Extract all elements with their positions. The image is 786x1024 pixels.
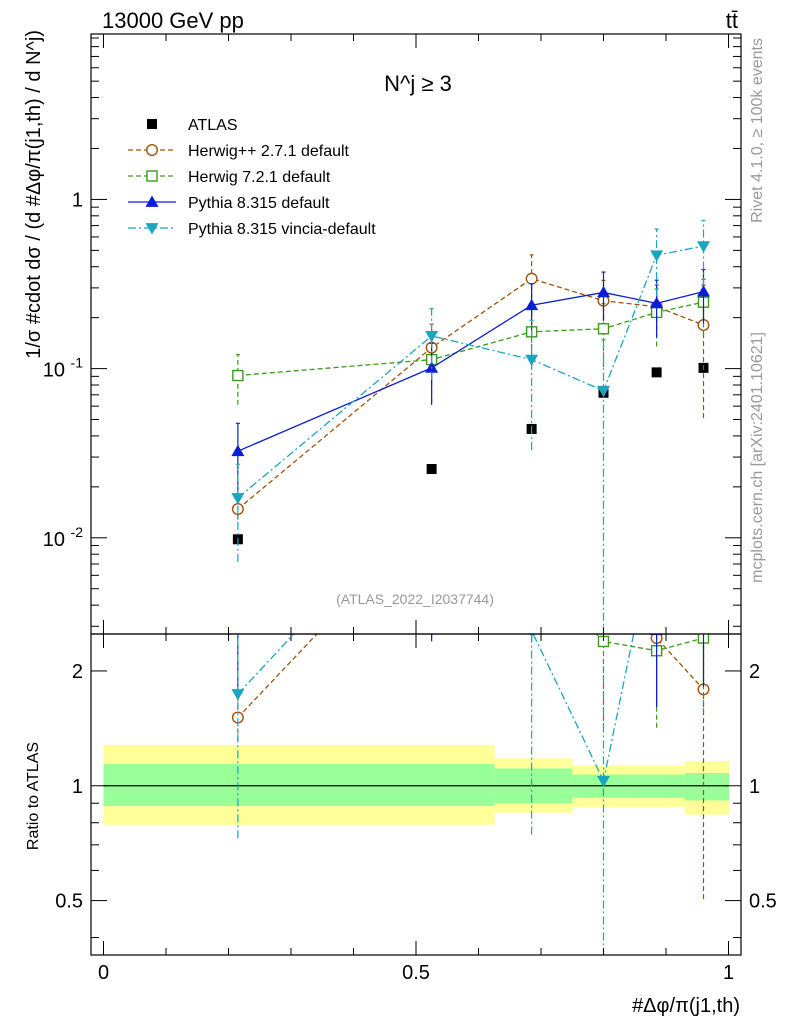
analysis-label: (ATLAS_2022_I2037744) <box>336 591 494 607</box>
legend-item: ATLAS <box>147 117 238 134</box>
ratio-series-4 <box>231 481 710 955</box>
data-point <box>425 331 439 343</box>
ratio-point <box>427 535 437 545</box>
ratio-line <box>238 506 704 630</box>
ratio-point <box>525 500 538 511</box>
ratio-point <box>697 609 710 620</box>
ratio-point <box>527 562 537 572</box>
series-line <box>237 245 704 499</box>
legend: ATLAS Herwig++ 2.7.1 default Herwig 7.2.1 … <box>128 117 376 238</box>
y-tick-label: 10 <box>43 360 65 382</box>
data-point <box>525 298 539 311</box>
ratio-point <box>597 776 610 788</box>
legend-marker <box>145 195 159 207</box>
ratio-point <box>233 411 243 421</box>
data-point <box>525 272 538 285</box>
x-tick-label: 0.5 <box>402 962 430 984</box>
legend-item: Pythia 8.315 default <box>128 195 330 212</box>
ratio-series-3 <box>231 500 710 707</box>
legend-marker <box>146 170 158 182</box>
legend-item: Pythia 8.315 vincia-default <box>128 221 376 238</box>
ratio-point <box>697 506 710 517</box>
data-point <box>232 369 244 382</box>
legend-label: ATLAS <box>188 117 238 134</box>
ratio-bands <box>103 744 729 825</box>
legend-item: Herwig 7.2.1 default <box>128 169 331 186</box>
y-axis-label: 1/σ #cdot dσ / (d #Δφ/π(j1,th) / d N^j) <box>23 30 45 359</box>
data-point <box>697 285 710 297</box>
legend-item: Herwig++ 2.7.1 default <box>128 143 350 160</box>
x-axis-label: #Δφ/π(j1,th) <box>632 995 740 1017</box>
ratio-point <box>231 582 244 593</box>
main-panel: 10 -2 10 -1 1 <box>43 33 742 635</box>
ratio-y-axis: 0.5 0.5 1 1 2 2 <box>55 661 777 939</box>
legend-marker <box>147 119 157 129</box>
legend-marker <box>145 223 159 235</box>
ratio-y-tick-label-right: 0.5 <box>749 891 777 913</box>
legend-label: Herwig 7.2.1 default <box>188 169 331 186</box>
source-label: mcplots.cern.ch [arXiv:2401.10621] <box>749 332 766 583</box>
energy-label: 13000 GeV pp <box>102 8 244 33</box>
data-point <box>597 323 610 335</box>
process-label: tt̄ <box>726 8 738 33</box>
data-point <box>231 493 245 505</box>
series-2 <box>232 278 710 405</box>
data-point <box>650 296 664 309</box>
rivet-label: Rivet 4.1.0, ≥ 100k events <box>749 38 766 223</box>
ratio-y-tick-label: 1 <box>72 776 83 798</box>
main-y-axis: 10 -2 10 -1 1 <box>43 37 741 627</box>
ratio-y-tick-label-right: 2 <box>749 661 760 683</box>
ratio-point <box>650 518 663 529</box>
ratio-point <box>650 634 664 635</box>
x-tick-label: 1 <box>723 962 734 984</box>
ratio-y-axis-label: Ratio to ATLAS <box>25 742 42 850</box>
ratio-point <box>231 689 245 701</box>
band-green <box>684 773 729 801</box>
x-axis: 0 0.5 1 <box>98 34 734 984</box>
data-point <box>650 250 664 262</box>
data-point <box>597 285 610 298</box>
y-tick-label: 10 <box>43 529 65 551</box>
x-tick-label: 0 <box>98 962 109 984</box>
legend-label: Pythia 8.315 vincia-default <box>188 221 376 238</box>
main-series <box>231 219 710 634</box>
y-tick-label: 1 <box>72 189 83 211</box>
ratio-y-tick-label: 0.5 <box>55 891 83 913</box>
series-0 <box>232 362 709 545</box>
legend-marker <box>145 143 158 156</box>
y-tick-exponent: -1 <box>71 355 84 371</box>
ratio-y-tick-label-right: 1 <box>749 776 760 798</box>
ratio-series <box>231 411 710 955</box>
series-3 <box>231 268 710 497</box>
data-point <box>426 464 437 475</box>
data-point <box>651 367 662 378</box>
y-tick-exponent: -2 <box>71 524 84 540</box>
ratio-line <box>237 634 704 718</box>
ratio-point <box>425 551 438 562</box>
legend-label: Pythia 8.315 default <box>188 195 330 212</box>
band-green <box>103 764 495 807</box>
chart-title: N^j ≥ 3 <box>384 71 452 96</box>
series-line <box>237 277 704 510</box>
ratio-point <box>425 481 438 492</box>
legend-label: Herwig++ 2.7.1 default <box>188 143 350 160</box>
data-point <box>597 385 610 398</box>
data-point <box>231 444 245 457</box>
ratio-y-tick-label: 2 <box>72 661 83 683</box>
series-line <box>237 291 704 452</box>
ratio-point <box>426 507 437 518</box>
ratio-point <box>529 634 534 638</box>
ratio-line <box>595 634 704 652</box>
series-4 <box>231 219 710 634</box>
ratio-panel: 0 0.5 10.5 0.51 12 2 <box>55 34 777 984</box>
data-point <box>697 241 710 253</box>
data-point <box>525 354 539 367</box>
series-1 <box>231 254 710 520</box>
